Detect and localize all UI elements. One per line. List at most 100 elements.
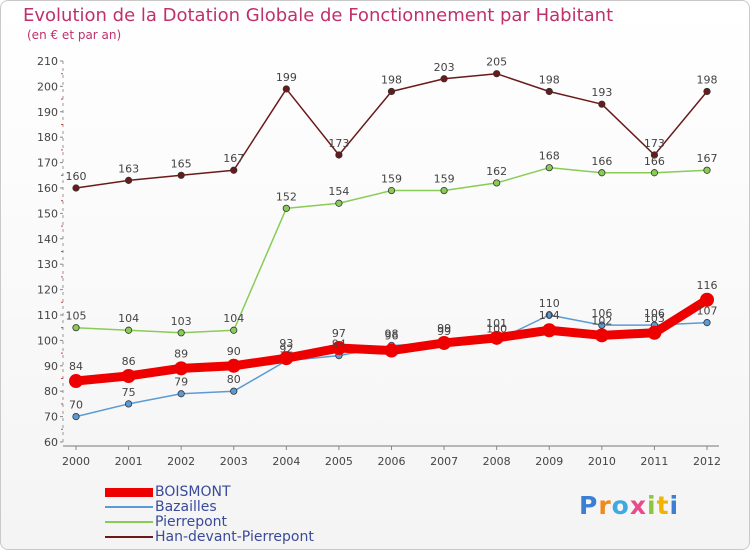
- data-label-boismont: 86: [122, 355, 136, 368]
- data-point-pierrepont: [703, 166, 711, 174]
- data-label-bazailles: 75: [122, 386, 136, 399]
- data-point-boismont: [279, 351, 294, 366]
- data-label-pierrepont: 103: [171, 315, 192, 328]
- logo-letter: P: [579, 491, 599, 520]
- series-layer: [69, 70, 714, 421]
- y-tick-label: 180: [37, 131, 58, 144]
- data-label-bazailles: 100: [486, 322, 507, 335]
- data-point-bazailles: [72, 412, 80, 421]
- data-label-han-devant-pierrepont: 193: [591, 86, 612, 99]
- data-label-boismont: 116: [697, 279, 718, 292]
- data-label-bazailles: 99: [437, 325, 451, 338]
- data-label-han-devant-pierrepont: 203: [434, 61, 455, 74]
- data-point-pierrepont: [387, 186, 396, 195]
- data-label-pierrepont: 168: [539, 150, 560, 163]
- axes: 60 70 80 90 100 110 120 130 140 150 160 170 180 190 20…: [37, 55, 721, 468]
- legend-swatch-han-devant-pierrepont: [105, 536, 153, 538]
- x-tick-label: 2011: [640, 455, 668, 468]
- chart-subtitle: (en € et par an): [27, 28, 122, 42]
- data-point-pierrepont: [598, 169, 606, 177]
- data-label-boismont: 103: [644, 312, 665, 325]
- data-label-pierrepont: 167: [697, 152, 718, 165]
- legend-item-bazailles: Bazailles: [105, 500, 365, 515]
- data-point-han-devant-pierrepont: [387, 87, 396, 96]
- data-point-han-devant-pierrepont: [72, 184, 80, 192]
- data-point-pierrepont: [230, 326, 238, 334]
- data-point-pierrepont: [124, 326, 133, 334]
- data-label-han-devant-pierrepont: 198: [381, 73, 402, 86]
- x-tick-label: 2000: [62, 455, 90, 468]
- data-label-pierrepont: 166: [591, 155, 612, 168]
- x-tick-label: 2006: [378, 455, 406, 468]
- logo-letter: x: [629, 491, 647, 520]
- y-tick-label: 170: [37, 157, 58, 170]
- logo-letter: r: [598, 491, 612, 520]
- data-label-pierrepont: 159: [381, 173, 402, 186]
- y-tick-label: 110: [37, 309, 58, 322]
- data-point-boismont: [226, 358, 241, 373]
- data-label-pierrepont: 152: [276, 190, 297, 203]
- y-tick-label: 200: [37, 80, 58, 93]
- data-point-han-devant-pierrepont: [230, 166, 238, 174]
- data-point-boismont: [647, 325, 662, 340]
- y-tick-label: 190: [37, 106, 58, 119]
- data-point-han-devant-pierrepont: [545, 87, 553, 96]
- data-point-boismont: [542, 323, 557, 338]
- legend-label-boismont: BOISMONT: [155, 484, 231, 500]
- x-tick-label: 2004: [272, 455, 300, 468]
- data-point-pierrepont: [282, 204, 290, 212]
- data-point-boismont: [700, 292, 714, 307]
- data-point-boismont: [594, 328, 609, 343]
- y-tick-label: 160: [37, 182, 58, 195]
- legend-item-boismont: BOISMONT: [105, 485, 365, 500]
- data-point-bazailles: [124, 400, 133, 408]
- x-tick-label: 2008: [483, 455, 511, 468]
- legend-swatch-pierrepont: [105, 521, 153, 523]
- data-point-han-devant-pierrepont: [124, 176, 133, 184]
- data-label-bazailles: 106: [644, 307, 665, 320]
- data-point-bazailles: [177, 390, 185, 398]
- legend-swatch-bazailles: [105, 506, 153, 508]
- data-point-pierrepont: [440, 186, 448, 195]
- data-label-bazailles: 110: [539, 297, 560, 310]
- data-label-han-devant-pierrepont: 160: [66, 170, 87, 183]
- data-label-bazailles: 94: [332, 338, 346, 351]
- data-point-bazailles: [230, 387, 238, 395]
- data-point-bazailles: [545, 311, 553, 319]
- x-tick-label: 2010: [588, 455, 616, 468]
- data-label-boismont: 90: [227, 345, 241, 358]
- x-tick-label: 2003: [220, 455, 248, 468]
- data-point-boismont: [69, 374, 83, 389]
- y-tick-label: 130: [37, 258, 58, 271]
- data-label-bazailles: 70: [69, 399, 83, 412]
- y-tick-label: 140: [37, 233, 58, 246]
- data-label-boismont: 101: [486, 317, 507, 330]
- y-tick-label: 100: [37, 334, 58, 347]
- data-label-han-devant-pierrepont: 199: [276, 71, 297, 84]
- data-point-han-devant-pierrepont: [177, 171, 185, 179]
- labels-layer: 160 163 165 167 199 173 198 203 205 198 193 173 198 1…: [66, 56, 718, 412]
- data-point-pierrepont: [545, 164, 553, 172]
- chart-title: Evolution de la Dotation Globale de Fonc…: [23, 5, 614, 26]
- data-point-boismont: [384, 343, 399, 358]
- data-point-han-devant-pierrepont: [440, 75, 448, 83]
- y-tick-label: 90: [44, 360, 58, 373]
- data-label-pierrepont: 162: [486, 165, 507, 178]
- y-tick-label: 70: [44, 411, 58, 424]
- logo-letter: i: [647, 491, 657, 520]
- data-label-pierrepont: 105: [66, 310, 87, 323]
- legend-item-han-devant-pierrepont: Han-devant-Pierrepont: [105, 530, 365, 545]
- data-label-pierrepont: 104: [223, 312, 244, 325]
- data-label-pierrepont: 104: [118, 312, 139, 325]
- y-tick-label: 150: [37, 207, 58, 220]
- data-point-han-devant-pierrepont: [493, 70, 501, 78]
- data-label-boismont: 104: [539, 309, 560, 322]
- x-tick-label: 2009: [535, 455, 563, 468]
- data-label-bazailles: 79: [174, 376, 188, 389]
- y-tick-label: 120: [37, 284, 58, 297]
- data-label-boismont: 99: [437, 322, 451, 335]
- data-label-han-devant-pierrepont: 198: [697, 73, 718, 86]
- y-tick-label: 60: [44, 436, 58, 449]
- y-tick-label: 210: [37, 55, 58, 68]
